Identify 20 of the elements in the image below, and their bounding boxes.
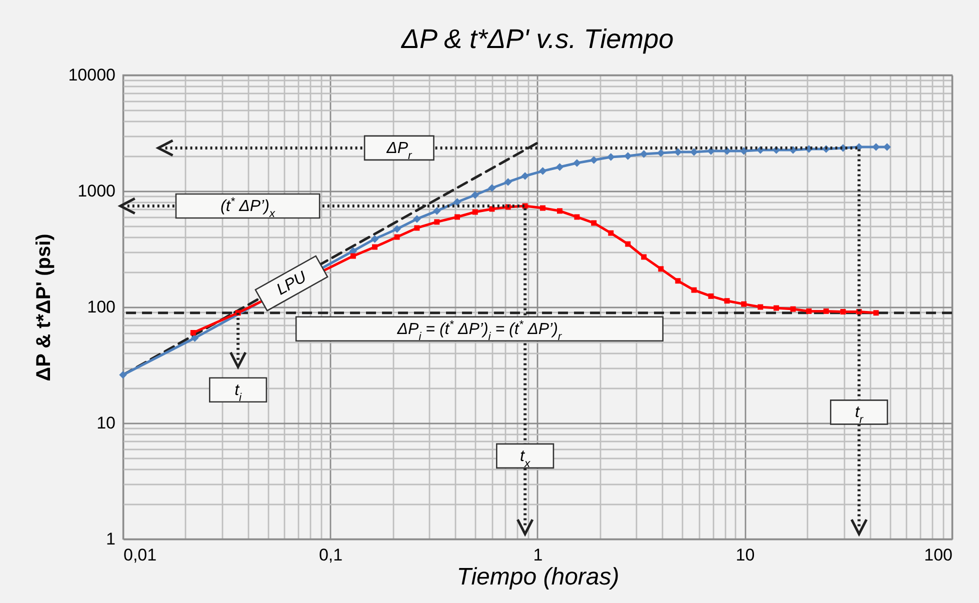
y-tick-label: 100: [87, 298, 116, 316]
chart-title: ΔP & t*ΔP' v.s. Tiempo: [400, 24, 674, 54]
x-tick-label: 100: [924, 546, 952, 564]
annotation: t$_{i}$: [234, 382, 242, 404]
x-tick-label: 0,1: [318, 546, 343, 564]
y-tick-label: 10000: [68, 66, 116, 84]
y-axis-title: ΔP & t*ΔP' (psi): [33, 234, 56, 382]
x-tick-label: 0,01: [124, 546, 157, 564]
text: ΔP$_{i}$ = (t$^{*}$ ΔP’)$_{i}$ = (t$^{*}$ ΔP’)$_{r}$: [397, 318, 562, 343]
x-tick-label: 1: [533, 546, 543, 564]
y-tick-label: 1: [106, 530, 116, 548]
y-tick-label: 1000: [78, 182, 116, 200]
annotation: t$_{r}$: [854, 404, 864, 426]
annotation: (t$^{*}$ ΔP’)$_{x}$: [220, 196, 276, 220]
annotation: t$_{x}$: [520, 448, 530, 470]
x-tick-label: 10: [736, 546, 755, 564]
x-axis-title: Tiempo (horas): [456, 564, 620, 590]
annotation: LPU: [274, 268, 310, 299]
annotation: ΔP$_{r}$: [386, 140, 413, 162]
y-tick-label: 10: [96, 414, 116, 432]
